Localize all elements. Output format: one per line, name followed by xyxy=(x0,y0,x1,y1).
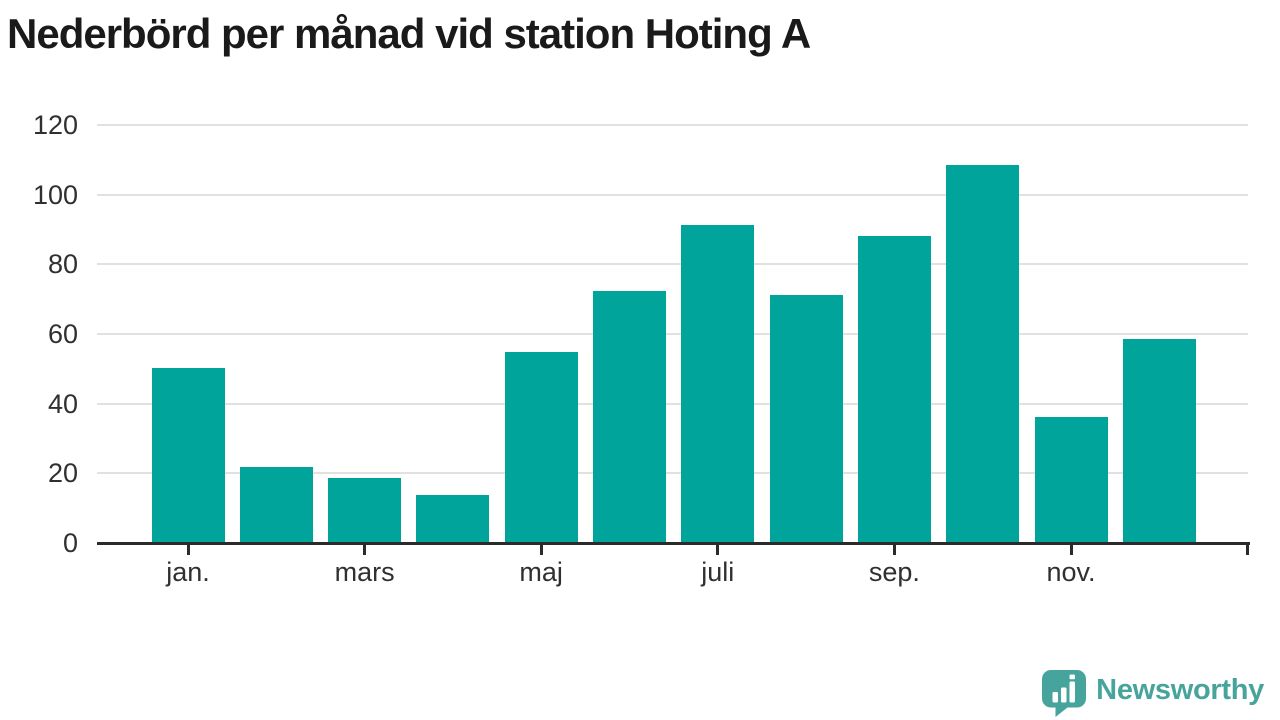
gridline-y-80 xyxy=(97,263,1248,266)
x-axis-tick-label: maj xyxy=(519,557,563,587)
bar-apr. xyxy=(416,494,490,543)
logo-exclamation-dot xyxy=(1069,674,1076,680)
gridline-y-40 xyxy=(97,402,1248,405)
gridline-y-100 xyxy=(97,193,1248,196)
x-axis-tick-label: sep. xyxy=(868,557,920,587)
chart-title: Nederbörd per månad vid station Hoting A xyxy=(7,10,811,57)
x-axis-tick xyxy=(186,545,190,555)
x-axis-tick xyxy=(539,545,543,555)
y-axis-tick-label: 0 xyxy=(62,528,78,558)
x-axis-tick-label: jan. xyxy=(166,557,210,587)
logo-bar-small xyxy=(1052,692,1059,703)
bar-aug. xyxy=(769,295,843,543)
y-axis-tick-label: 100 xyxy=(32,179,78,210)
bar-okt. xyxy=(946,164,1020,543)
x-axis-baseline xyxy=(97,542,1250,545)
y-axis-tick-label: 120 xyxy=(32,110,78,140)
y-axis-tick-label: 20 xyxy=(47,458,78,489)
x-axis-tick xyxy=(1069,545,1073,555)
bar-sep. xyxy=(857,235,931,543)
logo-bar-tall xyxy=(1069,681,1076,703)
bar-nov. xyxy=(1034,416,1108,543)
bar-maj xyxy=(504,351,578,543)
x-axis-tick-label: nov. xyxy=(1046,557,1096,587)
gridline-y-60 xyxy=(97,333,1248,335)
bar-mars xyxy=(328,477,402,543)
bar-juli xyxy=(681,224,755,543)
newsworthy-logo-icon xyxy=(1042,670,1087,717)
bar-jan. xyxy=(151,367,225,543)
y-axis-tick-label: 60 xyxy=(47,319,78,349)
bar-feb. xyxy=(239,466,313,543)
y-axis-tick-label: 80 xyxy=(47,249,78,280)
logo-bar-medium xyxy=(1061,687,1067,703)
x-axis-tick xyxy=(363,545,367,555)
gridline-y-20 xyxy=(97,472,1248,475)
y-axis-tick-label: 40 xyxy=(47,388,78,419)
x-axis-end-tick xyxy=(1246,545,1249,555)
gridline-y-120 xyxy=(97,124,1248,126)
bar-juni xyxy=(593,290,666,543)
x-axis-tick xyxy=(716,545,720,555)
newsworthy-wordmark: Newsworthy xyxy=(1096,673,1264,706)
x-axis-tick-label: juli xyxy=(701,557,735,587)
x-axis-tick-label: mars xyxy=(334,557,395,587)
x-axis-tick xyxy=(892,545,896,555)
newsworthy-logo: Newsworthy xyxy=(1041,669,1264,717)
bar-dec. xyxy=(1122,338,1196,543)
